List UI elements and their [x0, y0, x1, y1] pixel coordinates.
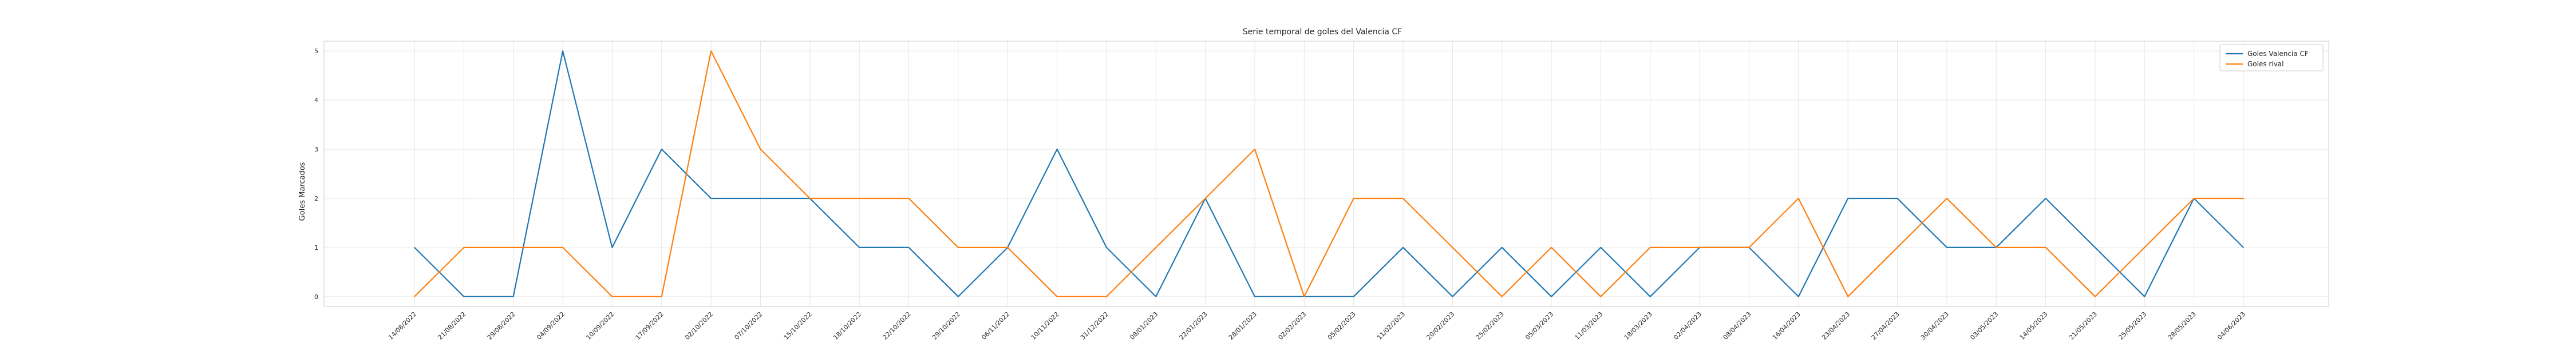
data-point [661, 296, 662, 297]
data-point [1155, 247, 1157, 248]
data-point [1798, 296, 1799, 297]
series-lines [414, 50, 2244, 297]
plot-frame [323, 41, 2329, 307]
data-point [1204, 198, 1206, 199]
data-point [562, 247, 563, 248]
data-point [1600, 247, 1602, 248]
data-point [1106, 247, 1107, 248]
data-point [908, 198, 910, 199]
y-tick-label: 3 [314, 146, 318, 153]
data-point [2144, 296, 2146, 297]
data-point [2144, 247, 2146, 248]
y-tick-label: 2 [314, 195, 318, 202]
data-point [1353, 198, 1354, 199]
data-point [611, 296, 613, 297]
data-point [1551, 296, 1552, 297]
data-point [1254, 149, 1255, 150]
data-point [1897, 198, 1898, 199]
data-point [958, 296, 959, 297]
data-point [611, 247, 613, 248]
data-point [710, 198, 712, 199]
data-point [2243, 247, 2244, 248]
y-ticks: 0 1 2 3 4 5 [314, 47, 318, 301]
data-point [1007, 247, 1009, 248]
data-point [1452, 247, 1453, 248]
series-line-rival [414, 50, 2243, 297]
data-point [414, 296, 415, 297]
data-point [1600, 296, 1602, 297]
data-point [512, 247, 514, 248]
data-point [1748, 247, 1750, 248]
data-point [1402, 198, 1404, 199]
data-point [2045, 247, 2046, 248]
data-point [859, 198, 860, 199]
data-point [2095, 247, 2096, 248]
data-point [1699, 247, 1700, 248]
y-tick-label: 5 [314, 47, 318, 55]
data-point [463, 296, 465, 297]
chart-title: Serie temporal de goles del Valencia CF [1243, 27, 1402, 37]
data-point [414, 247, 415, 248]
data-point [512, 296, 514, 297]
legend-label-valencia: Goles Valencia CF [2247, 50, 2309, 58]
data-point [1501, 247, 1503, 248]
data-point [760, 149, 761, 150]
data-point [710, 50, 712, 51]
legend: Goles Valencia CF Goles rival [2219, 44, 2324, 71]
data-point [1254, 296, 1255, 297]
legend-frame [2219, 44, 2324, 71]
legend-label-rival: Goles rival [2247, 60, 2283, 68]
data-point [1847, 198, 1848, 199]
data-point [1946, 198, 1947, 199]
data-point [809, 198, 811, 199]
data-point [2193, 198, 2195, 199]
y-tick-label: 4 [314, 97, 318, 104]
data-point [1649, 296, 1651, 297]
y-tick-label: 0 [314, 293, 318, 301]
y-axis-label: Goles Marcados [298, 162, 307, 221]
data-point [1303, 296, 1305, 297]
data-point [1501, 296, 1503, 297]
data-point [2045, 198, 2046, 199]
data-point [1155, 296, 1157, 297]
data-point [1353, 296, 1354, 297]
data-point [1897, 247, 1898, 248]
series-line-valencia [414, 50, 2244, 297]
data-point [661, 149, 662, 150]
data-point [463, 247, 465, 248]
data-point [908, 247, 910, 248]
data-point [1649, 247, 1651, 248]
data-point [562, 50, 563, 51]
data-point [1551, 247, 1552, 248]
grid [324, 41, 2329, 306]
data-point [1847, 296, 1848, 297]
data-point [1996, 247, 1997, 248]
data-point [1452, 296, 1453, 297]
data-point [1946, 247, 1947, 248]
data-point [958, 247, 959, 248]
data-point [1056, 296, 1058, 297]
data-point [1106, 296, 1107, 297]
data-point [1056, 149, 1058, 150]
data-point [1402, 247, 1404, 248]
data-point [859, 247, 860, 248]
data-point [1798, 198, 1799, 199]
data-point [2095, 296, 2096, 297]
data-point [2243, 198, 2244, 199]
y-tick-label: 1 [314, 244, 318, 252]
data-point [760, 198, 761, 199]
